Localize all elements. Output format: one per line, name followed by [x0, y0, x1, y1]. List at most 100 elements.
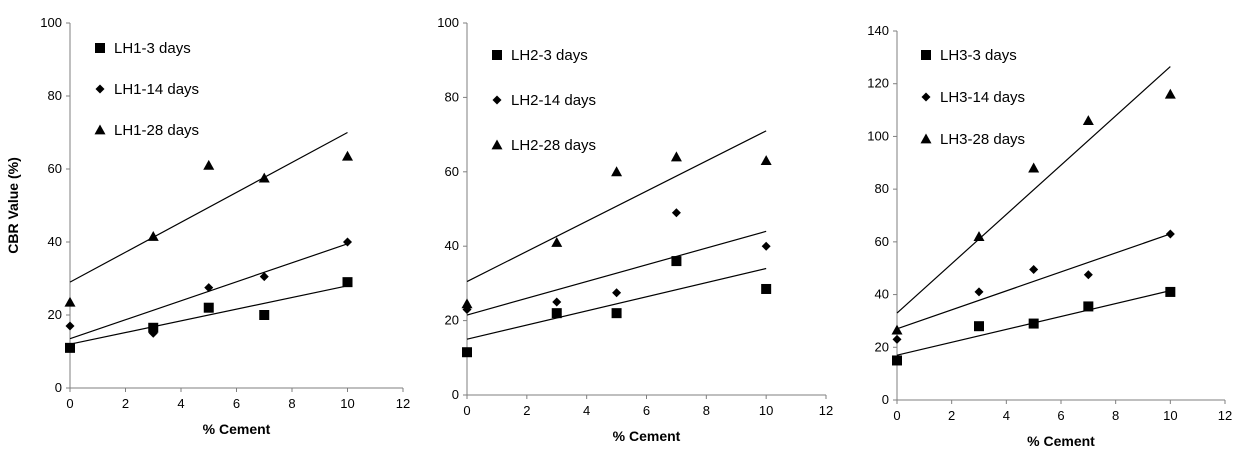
- trendline-diamond: [897, 234, 1170, 329]
- x-tick-label: 8: [703, 403, 710, 418]
- y-tick-label: 80: [445, 89, 459, 104]
- y-tick-label: 60: [48, 161, 62, 176]
- x-tick-label: 8: [1112, 408, 1119, 423]
- y-tick-label: 60: [875, 234, 889, 249]
- data-point-diamond: [762, 242, 771, 251]
- trendline-triangle: [897, 67, 1170, 313]
- trendline-square: [467, 269, 766, 340]
- y-tick-label: 0: [882, 392, 889, 407]
- x-tick-label: 12: [396, 396, 410, 411]
- data-point-triangle: [65, 297, 76, 307]
- legend-marker-triangle: [921, 134, 932, 144]
- data-point-square: [671, 256, 681, 266]
- y-tick-label: 40: [48, 234, 62, 249]
- y-tick-label: 20: [875, 339, 889, 354]
- data-point-square: [612, 308, 622, 318]
- data-point-square: [65, 343, 75, 353]
- y-tick-label: 60: [445, 164, 459, 179]
- data-point-square: [462, 347, 472, 357]
- y-tick-label: 100: [40, 15, 62, 30]
- data-point-triangle: [892, 325, 903, 335]
- y-tick-label: 100: [437, 15, 459, 30]
- y-axis-title: CBR Value (%): [5, 157, 21, 253]
- data-point-triangle: [203, 160, 214, 170]
- data-point-square: [1083, 301, 1093, 311]
- chart-panel-2: 0 20 40 60 80 100 0 2 4 6 8 10 12 % Cement LH2-3 days L…: [437, 15, 833, 444]
- x-tick-label: 8: [288, 396, 295, 411]
- data-point-square: [892, 355, 902, 365]
- data-point-triangle: [342, 151, 353, 161]
- y-tick-label: 120: [867, 76, 889, 91]
- x-axis-title: % Cement: [1027, 433, 1095, 449]
- y-tick-label: 40: [445, 238, 459, 253]
- y-tick-label: 100: [867, 128, 889, 143]
- data-point-triangle: [1165, 89, 1176, 99]
- legend-label: LH3-3 days: [940, 47, 1017, 64]
- x-tick-label: 12: [1218, 408, 1232, 423]
- y-tick-label: 20: [48, 307, 62, 322]
- y-tick-label: 0: [452, 387, 459, 402]
- x-tick-label: 6: [643, 403, 650, 418]
- data-point-diamond: [1029, 265, 1038, 274]
- data-point-square: [552, 308, 562, 318]
- legend-marker-square: [921, 50, 931, 60]
- x-tick-label: 4: [583, 403, 590, 418]
- legend-label: LH2-3 days: [511, 47, 588, 64]
- data-point-triangle: [259, 173, 270, 183]
- data-point-diamond: [552, 298, 561, 307]
- x-tick-label: 2: [122, 396, 129, 411]
- data-point-diamond: [612, 288, 621, 297]
- legend-label: LH3-14 days: [940, 89, 1025, 106]
- legend-marker-diamond: [922, 93, 931, 102]
- data-point-diamond: [672, 208, 681, 217]
- legend-label: LH2-14 days: [511, 92, 596, 109]
- data-point-triangle: [761, 155, 772, 165]
- x-tick-label: 10: [759, 403, 773, 418]
- data-point-diamond: [975, 287, 984, 296]
- x-axis-title: % Cement: [613, 428, 681, 444]
- legend-label: LH1-3 days: [114, 40, 191, 57]
- legend-marker-triangle: [492, 140, 503, 150]
- x-tick-label: 4: [1003, 408, 1010, 423]
- data-point-square: [1165, 287, 1175, 297]
- y-tick-label: 140: [867, 23, 889, 38]
- data-point-diamond: [1166, 229, 1175, 238]
- data-point-triangle: [611, 166, 622, 176]
- y-tick-label: 80: [48, 88, 62, 103]
- legend-marker-diamond: [493, 96, 502, 105]
- data-point-triangle: [671, 151, 682, 161]
- data-point-square: [204, 303, 214, 313]
- x-tick-label: 2: [948, 408, 955, 423]
- y-tick-label: 20: [445, 313, 459, 328]
- data-point-triangle: [462, 298, 473, 308]
- chart-panel-3: 0 20 40 60 80 100 120 140 0 2 4 6 8 10 12 % Cement LH3-3…: [867, 23, 1232, 449]
- y-tick-label: 80: [875, 181, 889, 196]
- x-tick-label: 4: [177, 396, 184, 411]
- y-tick-label: 0: [55, 380, 62, 395]
- y-tick-label: 40: [875, 287, 889, 302]
- x-tick-label: 12: [819, 403, 833, 418]
- legend-marker-triangle: [95, 125, 106, 135]
- data-point-diamond: [66, 321, 75, 330]
- x-tick-label: 0: [463, 403, 470, 418]
- data-point-diamond: [1084, 270, 1093, 279]
- legend-marker-square: [492, 50, 502, 60]
- chart-panel-1: 0 20 40 60 80 100 0 2 4 6 8 10 12 % Cement CBR Value (…: [5, 15, 410, 437]
- trendline-diamond: [467, 231, 766, 315]
- legend-label: LH1-28 days: [114, 122, 199, 139]
- legend-marker-square: [95, 43, 105, 53]
- data-point-square: [259, 310, 269, 320]
- x-tick-label: 2: [523, 403, 530, 418]
- legend-label: LH1-14 days: [114, 81, 199, 98]
- x-tick-label: 10: [340, 396, 354, 411]
- trendline-triangle: [70, 133, 348, 283]
- legend-marker-diamond: [96, 85, 105, 94]
- x-tick-label: 10: [1163, 408, 1177, 423]
- legend-label: LH2-28 days: [511, 137, 596, 154]
- x-tick-label: 0: [66, 396, 73, 411]
- legend-label: LH3-28 days: [940, 131, 1025, 148]
- data-point-diamond: [893, 335, 902, 344]
- x-tick-label: 6: [233, 396, 240, 411]
